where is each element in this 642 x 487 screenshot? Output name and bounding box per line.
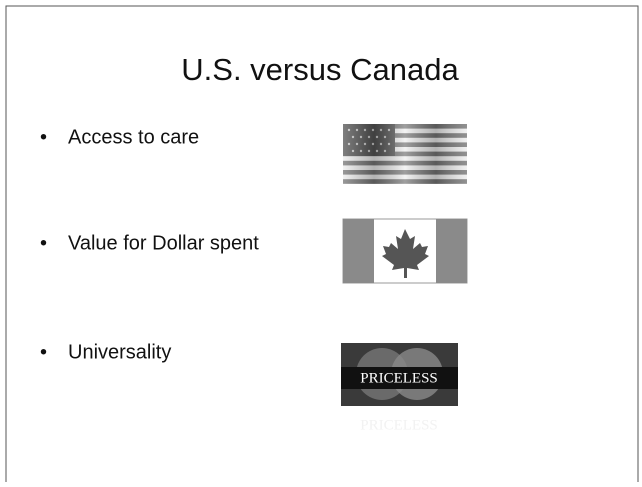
- bullet-text: Access to care: [68, 126, 199, 148]
- bullet-list: • Access to care • Value for Dollar spen…: [40, 126, 259, 363]
- slide-title: U.S. versus Canada: [181, 52, 459, 87]
- slide-frame: [5, 5, 639, 487]
- card-text-reflection: PRICELESS: [360, 417, 438, 433]
- card-text: PRICELESS: [360, 370, 438, 386]
- bullet-dot: •: [40, 126, 47, 148]
- bullet-dot: •: [40, 232, 47, 254]
- bullet-text: Value for Dollar spent: [68, 232, 259, 254]
- priceless-card: PRICELESS PRICELESS: [341, 343, 458, 433]
- bullet-text: Universality: [68, 341, 171, 363]
- us-flag: [343, 124, 467, 184]
- canada-flag: [342, 218, 468, 284]
- bullet-dot: •: [40, 341, 47, 363]
